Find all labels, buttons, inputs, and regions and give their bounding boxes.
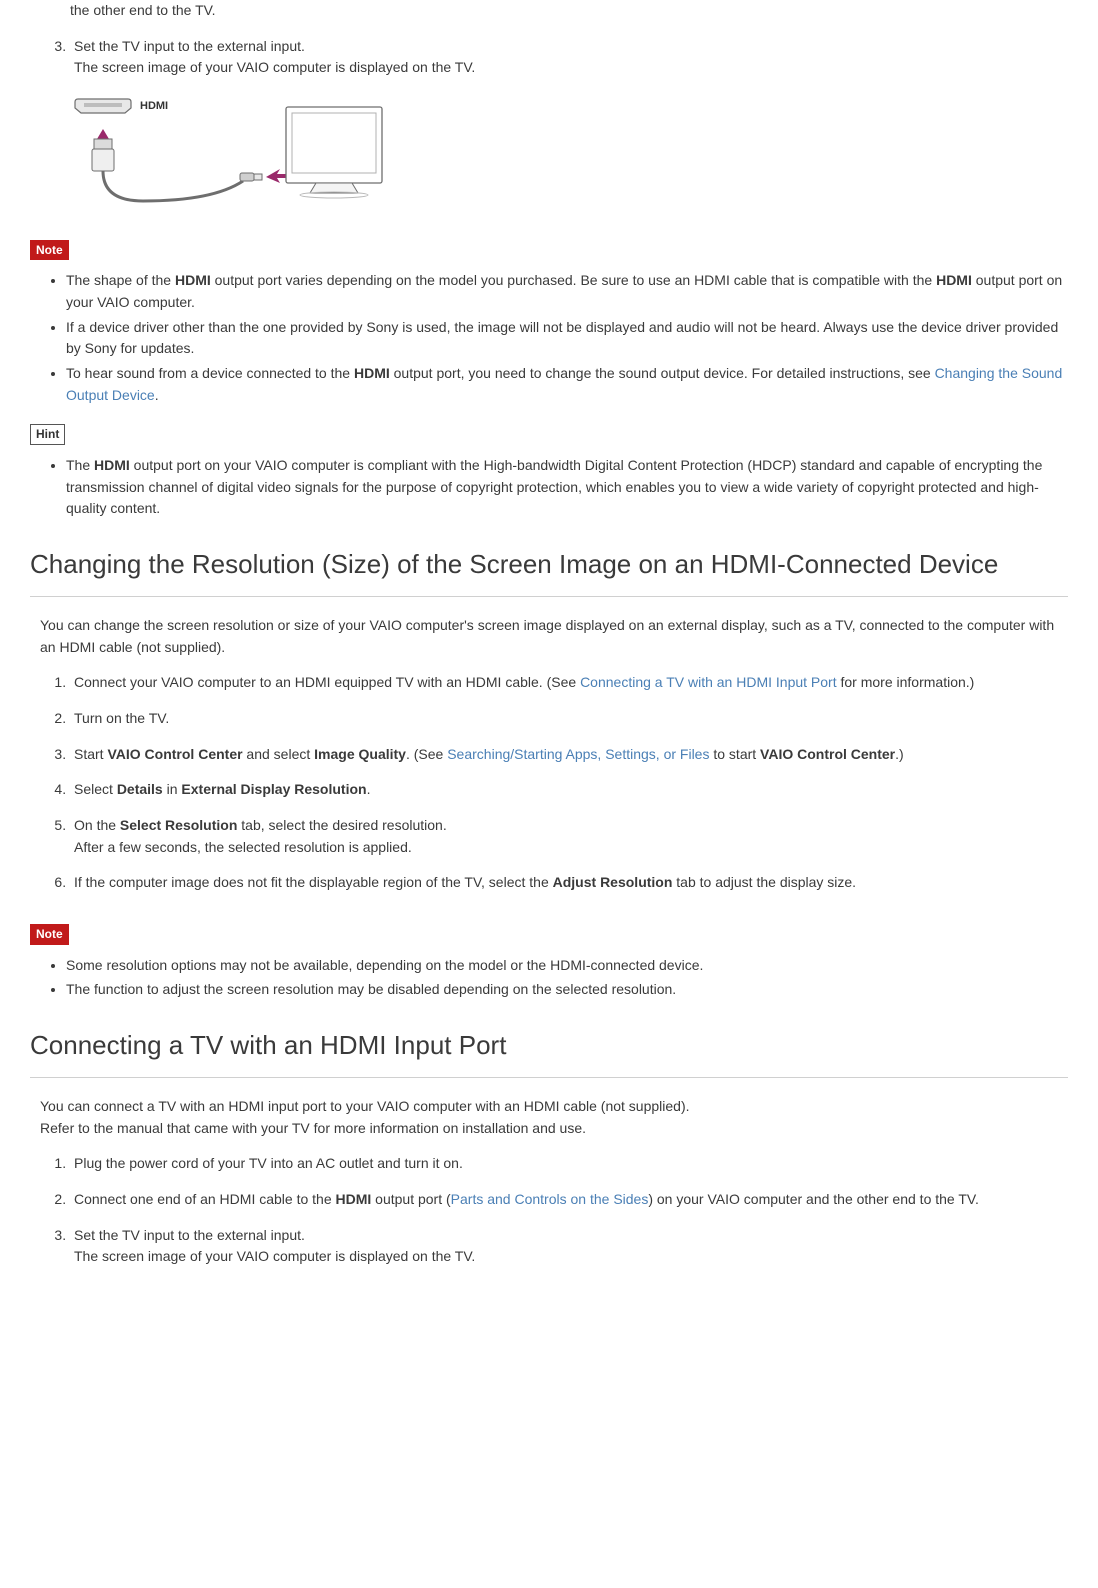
link-connect-tv[interactable]: Connecting a TV with an HDMI Input Port [580, 674, 837, 690]
cable-icon [103, 171, 243, 201]
link-search-start[interactable]: Searching/Starting Apps, Settings, or Fi… [447, 746, 709, 762]
list-item: On the Select Resolution tab, select the… [70, 815, 1068, 858]
note-badge: Note [30, 924, 69, 945]
divider [30, 1077, 1068, 1078]
top-steps-continued: Set the TV input to the external input. … [30, 36, 1068, 79]
hdmi-plug-icon [92, 139, 114, 171]
tv-icon [286, 107, 382, 198]
divider [30, 596, 1068, 597]
step-3: Set the TV input to the external input. … [70, 36, 1068, 79]
list-item: Connect your VAIO computer to an HDMI eq… [70, 672, 1068, 694]
step-3-line1: Set the TV input to the external input. [74, 38, 305, 54]
list-item: Start VAIO Control Center and select Ima… [70, 744, 1068, 766]
prev-step-tail: the other end to the TV. [70, 0, 1068, 22]
hdmi-label: HDMI [140, 100, 168, 112]
note-list-2: Some resolution options may not be avail… [30, 955, 1068, 1001]
tv-plug-icon [240, 173, 262, 181]
heading-change-resolution: Changing the Resolution (Size) of the Sc… [30, 548, 1068, 582]
section3-intro: You can connect a TV with an HDMI input … [40, 1096, 1068, 1139]
link-parts-controls[interactable]: Parts and Controls on the Sides [451, 1191, 649, 1207]
hint-list-1: The HDMI output port on your VAIO comput… [30, 455, 1068, 520]
list-item: Set the TV input to the external input. … [70, 1225, 1068, 1268]
list-item: If the computer image does not fit the d… [70, 872, 1068, 894]
section2-intro: You can change the screen resolution or … [40, 615, 1068, 658]
heading-connecting-tv: Connecting a TV with an HDMI Input Port [30, 1029, 1068, 1063]
list-item: Some resolution options may not be avail… [66, 955, 1068, 977]
list-item: Select Details in External Display Resol… [70, 779, 1068, 801]
section3-steps: Plug the power cord of your TV into an A… [30, 1153, 1068, 1268]
note-badge: Note [30, 240, 69, 261]
step-3-line2: The screen image of your VAIO computer i… [74, 59, 475, 75]
list-item: To hear sound from a device connected to… [66, 363, 1068, 406]
list-item: If a device driver other than the one pr… [66, 317, 1068, 360]
hdmi-illustration: HDMI [70, 93, 1068, 220]
list-item: Turn on the TV. [70, 708, 1068, 730]
hdmi-port-icon [75, 99, 131, 113]
list-item: The HDMI output port on your VAIO comput… [66, 455, 1068, 520]
note-list-1: The shape of the HDMI output port varies… [30, 270, 1068, 406]
list-item: Connect one end of an HDMI cable to the … [70, 1189, 1068, 1211]
hint-badge: Hint [30, 424, 65, 445]
list-item: Plug the power cord of your TV into an A… [70, 1153, 1068, 1175]
list-item: The function to adjust the screen resolu… [66, 979, 1068, 1001]
list-item: The shape of the HDMI output port varies… [66, 270, 1068, 313]
section2-steps: Connect your VAIO computer to an HDMI eq… [30, 672, 1068, 894]
arrow-right-icon [266, 169, 287, 183]
